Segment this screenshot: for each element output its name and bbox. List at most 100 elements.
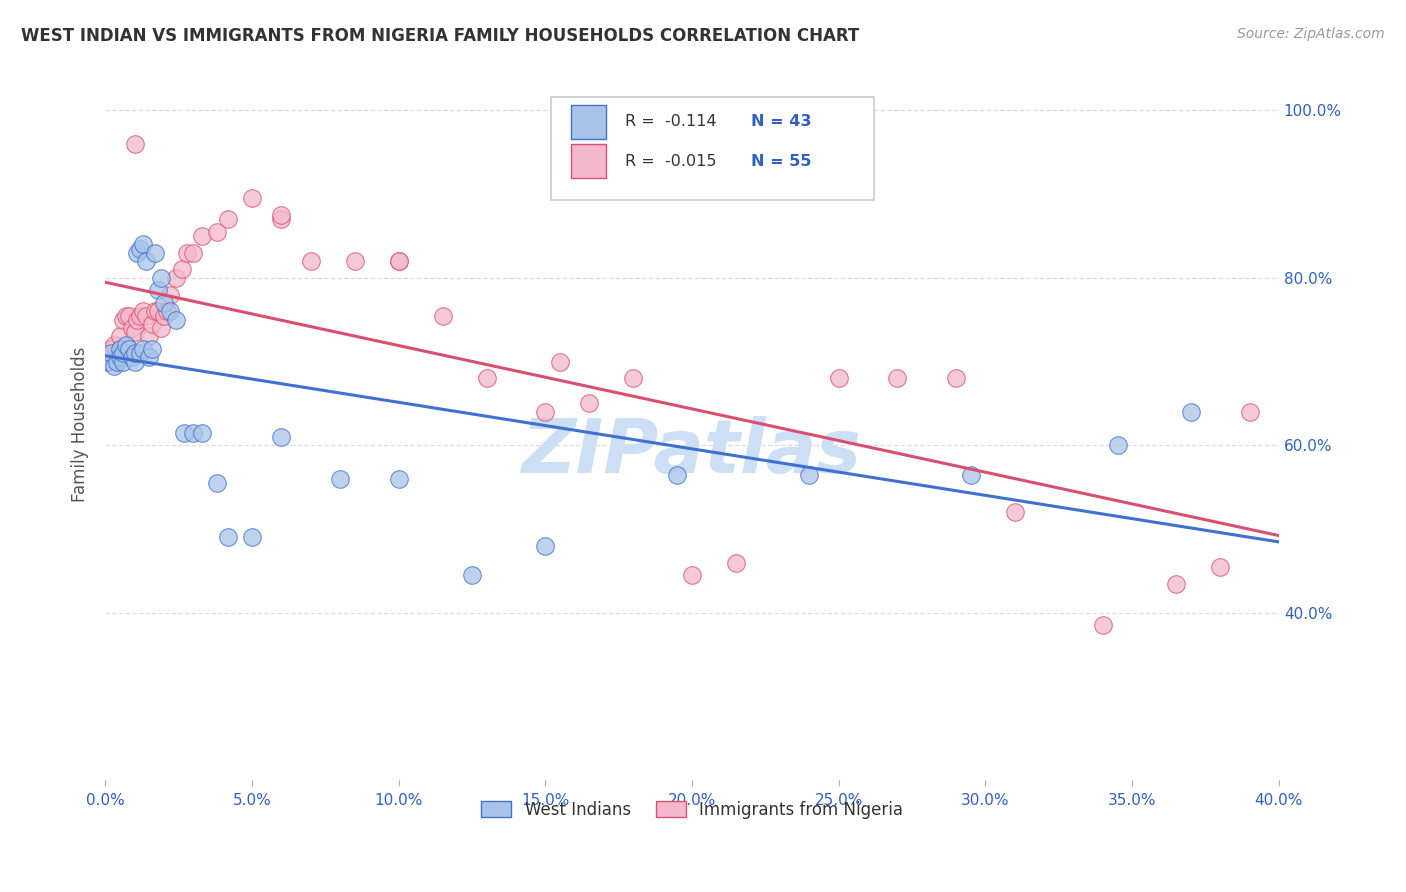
Point: [1004, 505, 1026, 519]
FancyBboxPatch shape: [551, 97, 875, 200]
Point: [240, 191, 263, 205]
Point: [114, 338, 136, 352]
Point: [135, 309, 157, 323]
Point: [217, 212, 239, 227]
Point: [173, 425, 195, 440]
Point: [100, 346, 122, 360]
Point: [97, 354, 120, 368]
Point: [959, 467, 981, 482]
Point: [205, 225, 228, 239]
Point: [108, 329, 131, 343]
Point: [299, 254, 322, 268]
Point: [270, 430, 292, 444]
Bar: [571, 144, 606, 178]
Point: [138, 351, 160, 365]
Text: N = 55: N = 55: [751, 153, 811, 169]
Point: [146, 284, 169, 298]
Point: [111, 312, 134, 326]
Point: [548, 354, 571, 368]
Point: [191, 229, 214, 244]
Point: [217, 531, 239, 545]
Point: [118, 342, 141, 356]
Point: [475, 371, 498, 385]
Text: Source: ZipAtlas.com: Source: ZipAtlas.com: [1237, 27, 1385, 41]
Y-axis label: Family Households: Family Households: [72, 347, 89, 502]
Point: [127, 245, 149, 260]
Point: [945, 371, 967, 385]
Point: [105, 354, 128, 368]
Text: R =  -0.114: R = -0.114: [626, 114, 717, 129]
Point: [108, 342, 131, 356]
Point: [127, 312, 149, 326]
Point: [1091, 618, 1114, 632]
Point: [129, 242, 152, 256]
Point: [149, 271, 172, 285]
Point: [105, 354, 128, 368]
Point: [146, 304, 169, 318]
Point: [132, 304, 155, 318]
Text: N = 43: N = 43: [751, 114, 811, 129]
Point: [141, 317, 163, 331]
Point: [181, 245, 204, 260]
Point: [181, 425, 204, 440]
Point: [176, 245, 198, 260]
Point: [432, 309, 454, 323]
Point: [108, 342, 131, 356]
Point: [132, 237, 155, 252]
Point: [681, 568, 703, 582]
Point: [124, 136, 146, 151]
Point: [138, 329, 160, 343]
Point: [124, 346, 146, 360]
Point: [124, 354, 146, 368]
Point: [129, 346, 152, 360]
Point: [111, 354, 134, 368]
Point: [461, 568, 484, 582]
Text: R =  -0.015: R = -0.015: [626, 153, 717, 169]
Point: [156, 304, 179, 318]
Point: [388, 472, 411, 486]
Point: [1239, 405, 1261, 419]
Point: [153, 296, 176, 310]
Point: [159, 304, 181, 318]
Point: [799, 467, 821, 482]
Point: [143, 245, 166, 260]
Point: [191, 425, 214, 440]
Point: [149, 321, 172, 335]
Point: [153, 309, 176, 323]
Point: [170, 262, 193, 277]
Point: [159, 287, 181, 301]
Point: [165, 312, 187, 326]
Point: [103, 338, 125, 352]
Bar: [571, 105, 606, 139]
Point: [240, 531, 263, 545]
Point: [100, 342, 122, 356]
Point: [828, 371, 851, 385]
Point: [388, 254, 411, 268]
Text: ZIPatlas: ZIPatlas: [522, 417, 862, 490]
Point: [343, 254, 366, 268]
Point: [124, 346, 146, 360]
Legend: West Indians, Immigrants from Nigeria: West Indians, Immigrants from Nigeria: [474, 794, 910, 825]
Point: [666, 467, 689, 482]
Point: [124, 326, 146, 340]
Point: [621, 371, 644, 385]
Point: [388, 254, 411, 268]
Point: [143, 304, 166, 318]
Point: [534, 405, 557, 419]
Point: [132, 342, 155, 356]
Point: [1166, 576, 1188, 591]
Point: [97, 354, 120, 368]
Point: [121, 321, 143, 335]
Point: [725, 556, 748, 570]
Point: [121, 351, 143, 365]
Point: [129, 309, 152, 323]
Point: [165, 271, 187, 285]
Point: [1209, 559, 1232, 574]
Point: [111, 346, 134, 360]
Point: [1107, 438, 1129, 452]
Point: [1180, 405, 1202, 419]
Point: [114, 309, 136, 323]
Point: [270, 208, 292, 222]
Point: [108, 351, 131, 365]
Point: [205, 476, 228, 491]
